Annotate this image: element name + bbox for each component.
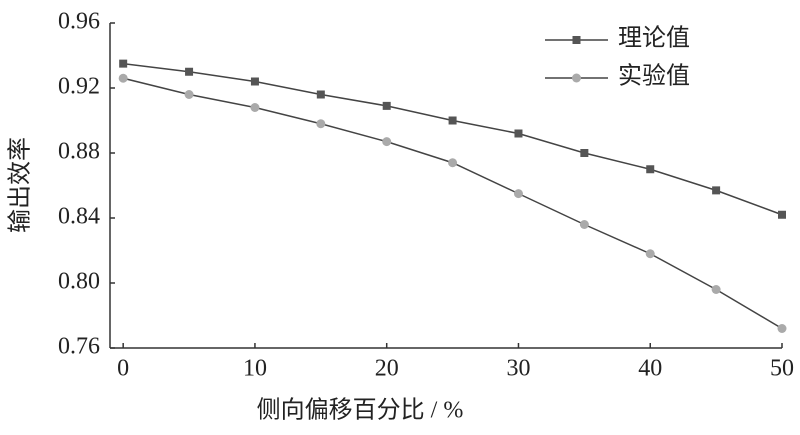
data-point bbox=[579, 220, 589, 229]
data-point bbox=[513, 189, 523, 199]
legend-label: 实验值 bbox=[618, 63, 690, 90]
x-tick-label: 20 bbox=[375, 356, 399, 382]
y-tick-label: 0.88 bbox=[58, 139, 100, 165]
data-point bbox=[646, 165, 655, 174]
y-axis-label: 输出效率 bbox=[7, 137, 34, 233]
data-point bbox=[316, 119, 326, 129]
data-point bbox=[448, 158, 458, 168]
data-point bbox=[712, 186, 721, 195]
y-tick-label: 0.96 bbox=[58, 9, 100, 35]
y-tick-label: 0.76 bbox=[58, 334, 100, 360]
data-point bbox=[514, 129, 523, 138]
data-point bbox=[382, 101, 391, 110]
legend-marker bbox=[572, 73, 581, 83]
data-point bbox=[250, 77, 259, 86]
x-tick-label: 0 bbox=[117, 356, 129, 382]
x-tick-label: 40 bbox=[638, 356, 662, 382]
data-point bbox=[645, 249, 655, 259]
x-tick-label: 30 bbox=[506, 356, 530, 382]
data-point bbox=[250, 103, 260, 112]
data-point bbox=[711, 285, 721, 294]
data-point bbox=[382, 137, 392, 147]
data-point bbox=[185, 67, 194, 76]
data-point bbox=[448, 116, 457, 125]
data-point bbox=[777, 324, 787, 333]
legend-marker bbox=[572, 36, 581, 44]
data-point bbox=[316, 90, 325, 99]
data-point bbox=[119, 59, 128, 68]
data-point bbox=[580, 149, 589, 157]
x-tick-label: 50 bbox=[770, 356, 794, 382]
y-tick-label: 0.92 bbox=[58, 74, 100, 100]
series-line bbox=[122, 77, 783, 330]
data-point bbox=[184, 90, 194, 99]
legend-label: 理论值 bbox=[618, 25, 690, 52]
y-tick-label: 0.84 bbox=[58, 204, 100, 230]
x-tick-label: 10 bbox=[243, 356, 267, 382]
y-tick-label: 0.80 bbox=[58, 269, 100, 295]
data-point bbox=[118, 73, 128, 83]
x-axis-label: 侧向偏移百分比 / % bbox=[257, 397, 464, 424]
data-point bbox=[778, 210, 786, 219]
